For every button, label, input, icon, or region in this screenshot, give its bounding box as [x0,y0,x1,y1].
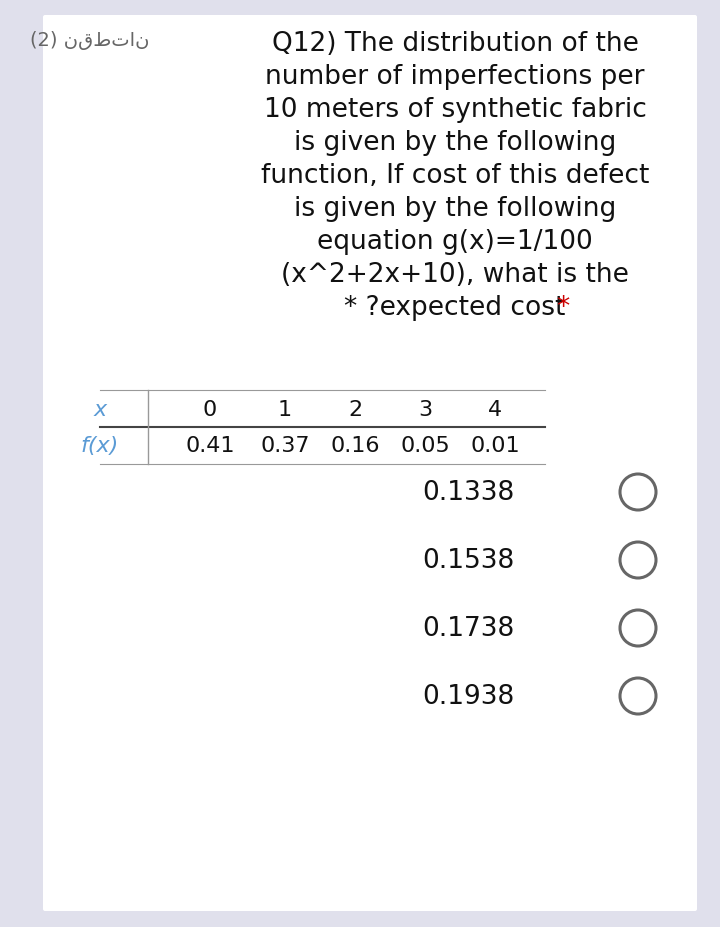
Text: * ?expected cost: * ?expected cost [344,295,566,321]
Text: f(x): f(x) [81,436,119,455]
Text: 0.1738: 0.1738 [423,616,515,641]
Text: 4: 4 [488,400,502,420]
Text: (x^2+2x+10), what is the: (x^2+2x+10), what is the [281,261,629,287]
Text: 0.41: 0.41 [185,436,235,455]
Text: 0.1938: 0.1938 [423,683,515,709]
Text: number of imperfections per: number of imperfections per [265,64,644,90]
Text: 0.05: 0.05 [400,436,450,455]
Text: (2) نقطتان: (2) نقطتان [30,31,150,50]
Text: 10 meters of synthetic fabric: 10 meters of synthetic fabric [264,97,647,123]
Text: 0.37: 0.37 [260,436,310,455]
Text: Q12) The distribution of the: Q12) The distribution of the [271,31,639,57]
Text: equation g(x)=1/100: equation g(x)=1/100 [317,229,593,255]
Text: x: x [94,400,107,420]
Text: 2: 2 [348,400,362,420]
Text: *: * [557,295,570,321]
Text: is given by the following: is given by the following [294,196,616,222]
Text: 0: 0 [203,400,217,420]
Text: 3: 3 [418,400,432,420]
FancyBboxPatch shape [43,16,697,911]
Text: 1: 1 [278,400,292,420]
Text: 0.1538: 0.1538 [423,548,515,574]
Text: 0.1338: 0.1338 [423,479,515,505]
Text: 0.16: 0.16 [330,436,379,455]
Text: 0.01: 0.01 [470,436,520,455]
Text: function, If cost of this defect: function, If cost of this defect [261,163,649,189]
Text: is given by the following: is given by the following [294,130,616,156]
